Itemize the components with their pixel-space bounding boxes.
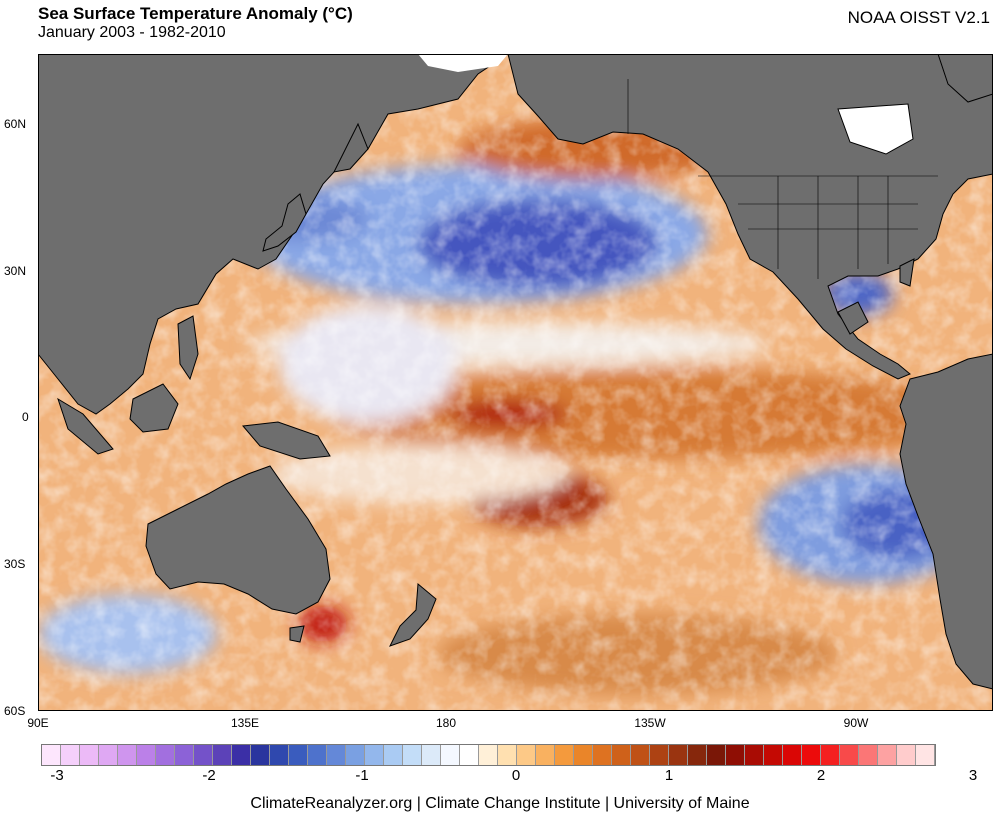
colorbar-swatch	[327, 745, 346, 765]
colorbar-tick-3: 3	[968, 767, 978, 784]
yucatan-landmass	[837, 301, 869, 335]
lat-label-30s: 30S	[4, 557, 26, 571]
florida-landmass	[899, 258, 915, 287]
colorbar-swatch	[517, 745, 536, 765]
colorbar-swatch	[859, 745, 878, 765]
sst-anomaly-map	[38, 54, 993, 711]
colorbar-tick-1: 1	[664, 767, 674, 784]
kamchatka-landmass	[333, 122, 369, 173]
colorbar-swatch	[99, 745, 118, 765]
colorbar-swatch	[897, 745, 916, 765]
chart-subtitle: January 2003 - 1982-2010	[38, 24, 226, 41]
borneo-landmass	[129, 383, 179, 433]
colorbar-tick-0: 0	[511, 767, 521, 784]
colorbar-swatch	[745, 745, 764, 765]
colorbar-tick-2: 2	[816, 767, 826, 784]
colorbar-swatch	[441, 745, 460, 765]
colorbar-swatch	[574, 745, 593, 765]
chart-title: Sea Surface Temperature Anomaly (°C)	[38, 4, 353, 23]
philippines-landmass	[177, 315, 199, 381]
colorbar-swatch	[346, 745, 365, 765]
colorbar-swatch	[802, 745, 821, 765]
colorbar-swatch	[555, 745, 574, 765]
colorbar-swatch	[669, 745, 688, 765]
colorbar-swatch	[61, 745, 80, 765]
colorbar-swatch	[612, 745, 631, 765]
colorbar-swatch	[916, 745, 935, 765]
colorbar-swatch	[783, 745, 802, 765]
colorbar-swatch	[422, 745, 441, 765]
new-guinea-landmass	[242, 421, 331, 460]
arctic-ice	[418, 54, 508, 72]
colorbar-swatch	[118, 745, 137, 765]
colorbar-swatch	[308, 745, 327, 765]
colorbar-swatch	[479, 745, 498, 765]
colorbar-swatch	[878, 745, 897, 765]
colorbar-swatch	[270, 745, 289, 765]
colorbar-tick-minus-3: -3	[50, 767, 64, 784]
colorbar-swatch	[403, 745, 422, 765]
new-zealand-landmass	[389, 582, 437, 647]
colorbar-swatch	[42, 745, 61, 765]
map-border	[38, 54, 993, 711]
colorbar-swatch	[460, 745, 479, 765]
us-state-lines	[738, 176, 918, 279]
lat-label-equator: 0	[22, 410, 29, 424]
colorbar-tick-minus-1: -1	[355, 767, 369, 784]
colorbar-swatch	[688, 745, 707, 765]
australia-landmass	[145, 465, 331, 615]
colorbar-swatch	[764, 745, 783, 765]
colorbar-swatch	[365, 745, 384, 765]
footer-credits: ClimateReanalyzer.org | Climate Change I…	[250, 795, 750, 812]
japan-landmass	[262, 193, 307, 252]
south-america-landmass	[899, 353, 993, 690]
colorbar-swatch	[840, 745, 859, 765]
colorbar-swatch	[726, 745, 745, 765]
lon-label-90e: 90E	[27, 716, 49, 730]
colorbar-swatch	[80, 745, 99, 765]
colorbar-swatch	[251, 745, 270, 765]
colorbar-swatch	[137, 745, 156, 765]
colorbar-swatch	[536, 745, 555, 765]
colorbar-swatch	[821, 745, 840, 765]
colorbar-swatch	[289, 745, 308, 765]
lon-label-180: 180	[435, 716, 457, 730]
colorbar-swatch	[232, 745, 251, 765]
hudson-bay-ice	[837, 103, 914, 155]
colorbar-swatch	[498, 745, 517, 765]
lon-label-135e: 135E	[230, 716, 260, 730]
colorbar-swatch	[650, 745, 669, 765]
lon-label-135w: 135W	[634, 716, 666, 730]
data-source-label: NOAA OISST V2.1	[847, 8, 990, 27]
colorbar-tick-minus-2: -2	[202, 767, 216, 784]
colorbar-swatch	[194, 745, 213, 765]
colorbar-swatch	[175, 745, 194, 765]
colorbar-swatch	[707, 745, 726, 765]
lat-label-30n: 30N	[4, 264, 27, 278]
lon-label-90w: 90W	[843, 716, 869, 730]
lat-label-60s: 60S	[4, 704, 26, 718]
colorbar-swatch	[213, 745, 232, 765]
colorbar-swatch	[593, 745, 612, 765]
greenland-landmass	[937, 54, 993, 103]
tasmania-landmass	[289, 625, 305, 643]
colorbar	[41, 744, 936, 766]
colorbar-swatch	[384, 745, 403, 765]
colorbar-swatch	[631, 745, 650, 765]
lat-label-60n: 60N	[4, 117, 27, 131]
colorbar-swatch	[156, 745, 175, 765]
sumatra-landmass	[57, 397, 114, 455]
